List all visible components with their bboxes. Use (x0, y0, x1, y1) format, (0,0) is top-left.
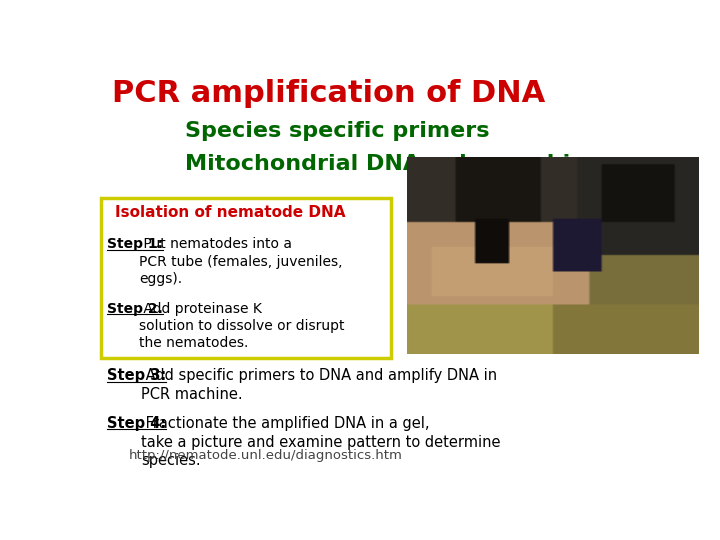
Text: Step 3:: Step 3: (107, 368, 166, 383)
Text: Mitochondrial DNA polymorphisms: Mitochondrial DNA polymorphisms (185, 154, 620, 174)
Text: PCR amplification of DNA: PCR amplification of DNA (112, 79, 546, 109)
Text: Step 1:: Step 1: (107, 238, 163, 251)
Text: Put nematodes into a
PCR tube (females, juveniles,
eggs).: Put nematodes into a PCR tube (females, … (139, 238, 343, 286)
Text: Fractionate the amplified DNA in a gel,
take a picture and examine pattern to de: Fractionate the amplified DNA in a gel, … (141, 416, 500, 468)
Text: Species specific primers: Species specific primers (185, 121, 490, 141)
Text: Add proteinase K
solution to dissolve or disrupt
the nematodes.: Add proteinase K solution to dissolve or… (139, 302, 345, 350)
FancyBboxPatch shape (101, 198, 392, 358)
Text: Isolation of nematode DNA: Isolation of nematode DNA (115, 205, 346, 220)
Text: Add specific primers to DNA and amplify DNA in
PCR machine.: Add specific primers to DNA and amplify … (141, 368, 497, 402)
Text: Step 4:: Step 4: (107, 416, 166, 431)
Text: Step 2.: Step 2. (107, 302, 163, 316)
Text: http://nematode.unl.edu/diagnostics.htm: http://nematode.unl.edu/diagnostics.htm (129, 449, 403, 462)
